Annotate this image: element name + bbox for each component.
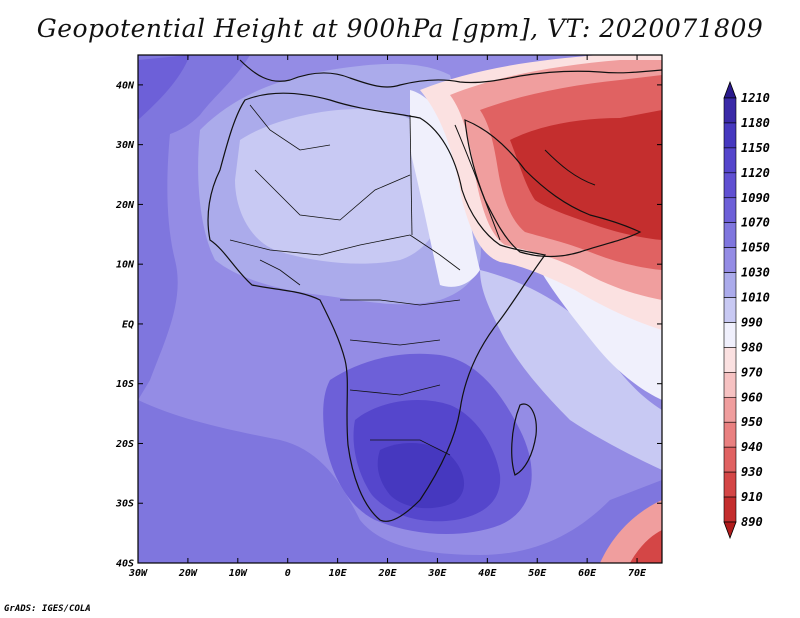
colorbar-label: 1010 — [741, 291, 770, 305]
field-nile-corridor — [410, 90, 480, 287]
border-sudan — [409, 234, 461, 271]
border-gulf-guinea — [259, 259, 301, 286]
colorbar-label: 1070 — [741, 216, 770, 230]
lon-tick-label: 70E — [628, 568, 647, 579]
madagascar-coastline — [511, 403, 537, 476]
border-libya-egypt — [409, 114, 413, 236]
border-angola-zambia — [349, 384, 441, 396]
colorbar-label: 950 — [741, 415, 763, 429]
field-north-atlantic-inner — [138, 55, 190, 120]
europe-coastline — [239, 59, 662, 88]
lon-tick-label: 20E — [377, 568, 397, 579]
colorbar-bin — [723, 347, 737, 373]
field-sahara-core — [235, 109, 446, 264]
colorbar-label: 1120 — [741, 166, 770, 180]
lat-tick-label: 10N — [116, 260, 135, 271]
colorbar-label: 910 — [741, 490, 763, 504]
colorbar-bin — [723, 471, 737, 498]
lon-tick-label: 60E — [578, 568, 597, 579]
colorbar-bin — [723, 272, 737, 298]
colorbar-label: 980 — [741, 340, 763, 354]
lon-tick-label: 10W — [229, 568, 248, 579]
border-sahel-north — [254, 169, 411, 221]
lat-tick-label: 20S — [115, 439, 134, 450]
map-title: Geopotential Height at 900hPa [gpm], VT:… — [36, 14, 764, 43]
border-sahel-south — [229, 234, 411, 256]
border-congo — [349, 339, 441, 346]
lon-tick-label: 20W — [178, 568, 198, 579]
colorbar-top-arrow — [723, 80, 737, 99]
field-south-band — [138, 400, 662, 563]
colorbar-bin — [723, 322, 737, 348]
height-field — [138, 55, 662, 563]
colorbar-bin — [723, 97, 737, 124]
border-southern — [370, 439, 451, 456]
lat-tick-label: 40N — [116, 80, 135, 91]
lat-tick-label: 40S — [116, 559, 134, 570]
lon-tick-label: 30W — [128, 568, 148, 579]
lon-tick-label: 40E — [478, 568, 497, 579]
lat-tick-label: 30S — [115, 499, 134, 510]
colorbar-bin — [723, 172, 737, 199]
colorbar-bin — [723, 147, 737, 174]
border-maghreb — [249, 104, 331, 151]
colorbar-label: 1210 — [741, 91, 770, 105]
colorbar-bin — [723, 297, 737, 323]
colorbar-label: 1090 — [741, 191, 770, 205]
colorbar-label: 890 — [741, 515, 763, 529]
colorbar-bin — [723, 446, 737, 473]
colorbar-bin — [723, 122, 737, 149]
colorbar-bin — [723, 197, 737, 224]
red-sea — [454, 124, 501, 241]
lon-tick-label: 50E — [528, 568, 547, 579]
colorbar: 1210 1180 1150 1120 1090 1070 1050 1030 1010 990 9… — [723, 80, 770, 540]
colorbar-label: 1150 — [741, 141, 770, 155]
colorbar-label: 1180 — [741, 116, 770, 130]
field-indian-ocean-light — [480, 270, 662, 470]
colorbar-label: 1050 — [741, 241, 770, 255]
lon-tick-label: 30E — [427, 568, 447, 579]
field-arabia-core — [510, 110, 662, 240]
colorbar-bin — [723, 421, 737, 448]
plot-frame — [137, 54, 663, 564]
colorbar-bin — [723, 222, 737, 248]
field-southeast-core — [630, 530, 662, 563]
colorbar-bin — [723, 396, 737, 423]
lat-tick-label: EQ — [122, 319, 134, 330]
colorbar-label: 940 — [741, 440, 763, 454]
colorbar-bottom-arrow — [723, 521, 737, 540]
lon-tick-label: 10E — [329, 568, 348, 579]
colorbar-bin — [723, 372, 737, 398]
grads-credit: GrADS: IGES/COLA — [4, 604, 91, 614]
lon-axis: 30W 20W 10W 0 10E 20E 30E 40E 50E 60E 70E — [128, 55, 647, 579]
lat-tick-label: 10S — [116, 379, 134, 390]
persian-gulf — [544, 149, 596, 186]
lat-tick-label: 20N — [115, 200, 135, 211]
border-central-africa — [340, 299, 461, 306]
africa-coastline — [207, 92, 547, 522]
colorbar-label: 960 — [741, 390, 763, 404]
lon-tick-label: 0 — [285, 568, 291, 579]
colorbar-bin — [723, 247, 737, 273]
colorbar-label: 930 — [741, 465, 763, 479]
colorbar-label: 1030 — [741, 266, 770, 280]
country-borders — [229, 104, 461, 456]
field-southern-africa-core — [377, 443, 465, 509]
lat-tick-label: 30N — [115, 140, 135, 151]
colorbar-bin — [723, 496, 737, 523]
colorbar-label: 970 — [741, 365, 763, 379]
lat-axis: 40N 30N 20N 10N EQ 10S 20S 30S 40S — [115, 80, 662, 570]
colorbar-label: 990 — [741, 315, 763, 329]
